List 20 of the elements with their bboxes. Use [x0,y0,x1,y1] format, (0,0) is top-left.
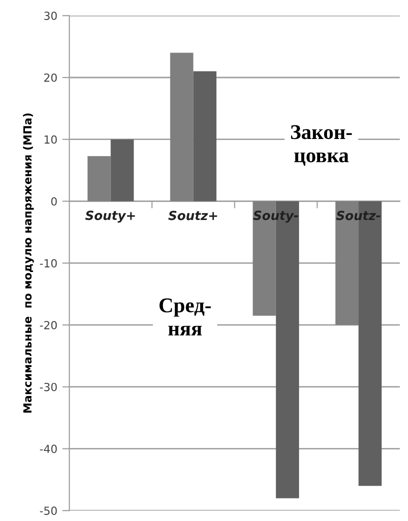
y-tick-label: -10 [40,259,57,268]
x-tick-label: Souty- [253,210,298,223]
y-tick-label: -40 [40,444,57,454]
y-tick-label: -30 [40,382,57,392]
annotation: Закон- цовка [291,125,352,166]
y-tick-label: -50 [40,506,57,515]
y-tick-label: 30 [44,12,57,20]
bar [170,52,194,202]
annotation: Сред- няя [160,298,211,336]
y-tick-label: 10 [44,135,57,144]
y-tick-label: -20 [40,320,57,330]
bar [110,139,134,202]
y-tick-label: 20 [44,73,57,82]
x-tick-label: Soutz+ [168,210,218,220]
x-tick-label: Souty+ [85,210,135,223]
x-tick-label: Soutz- [336,210,380,220]
y-axis-title: Максимальные по модулю напряжения (МПа) [23,113,34,413]
bar [88,156,111,202]
bar [193,71,216,202]
y-tick-label: 0 [51,197,57,206]
